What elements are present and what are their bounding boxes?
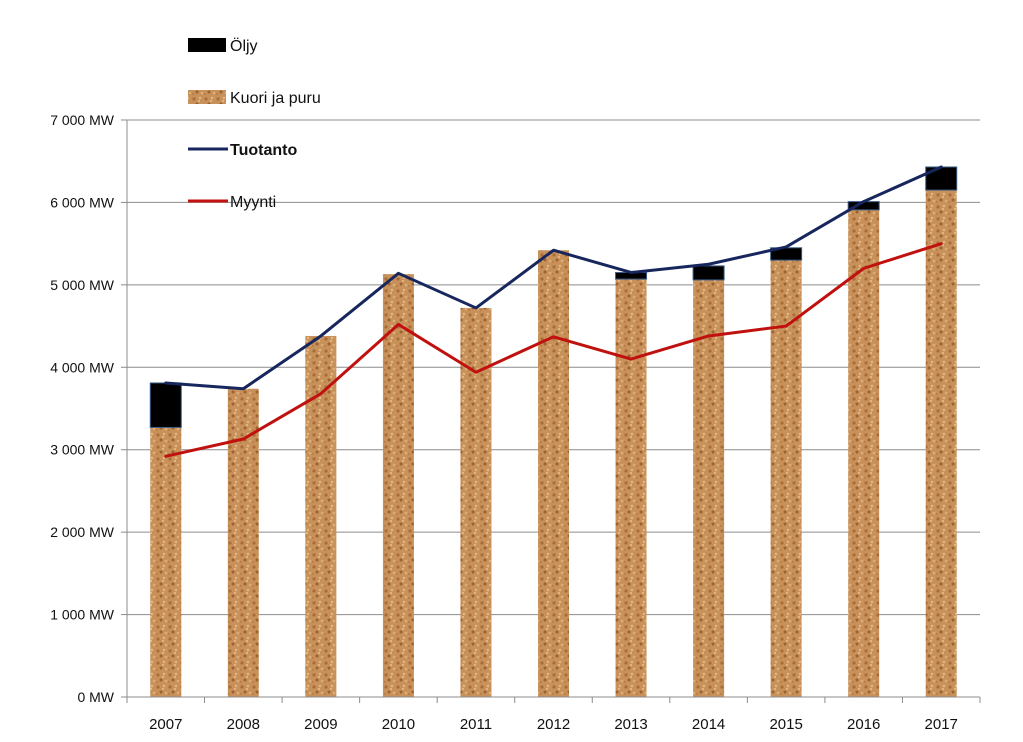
y-tick-label: 1 000 MW [50, 607, 115, 623]
bar-kuori-ja-puru-2009 [305, 335, 337, 697]
bar-kuori-ja-puru-2017 [925, 190, 957, 698]
bar-kuori-ja-puru-2013 [615, 279, 647, 697]
legend-swatch [188, 38, 226, 52]
line-series-myynti [164, 242, 943, 458]
x-category-label: 2012 [537, 716, 570, 733]
y-axis-tick-labels: 0 MW 1 000 MW 2 000 MW 3 000 MW 4 000 MW 5 00… [50, 112, 115, 705]
x-category-label: 2010 [382, 716, 415, 733]
bar-kuori-ja-puru-2016 [848, 209, 880, 697]
x-category-label: 2015 [769, 716, 802, 733]
x-axis-category-labels: 2007 2008 2009 2010 2011 2012 2013 2014 2015 2016… [149, 716, 958, 733]
y-tick-label: 3 000 MW [50, 442, 115, 458]
y-tick-label: 4 000 MW [50, 359, 115, 375]
y-tick-label: 6 000 MW [50, 194, 115, 210]
x-category-label: 2008 [227, 716, 260, 733]
bar-kuori-ja-puru-2008 [227, 388, 259, 697]
x-category-label: 2016 [847, 716, 880, 733]
bar-series [149, 166, 958, 698]
legend: Öljy Kuori ja puru Tuotanto Myynti [188, 37, 321, 211]
bar--ljy-2014 [692, 265, 725, 281]
x-category-label: 2011 [460, 716, 492, 733]
line-series-tuotanto [164, 165, 943, 391]
x-category-label: 2017 [925, 716, 958, 733]
line-series [164, 165, 943, 458]
x-category-label: 2014 [692, 716, 725, 733]
y-tick-label: 7 000 MW [50, 112, 115, 128]
legend-label: Myynti [230, 194, 276, 211]
x-category-label: 2007 [149, 716, 182, 733]
bar-kuori-ja-puru-2010 [382, 274, 414, 697]
x-category-label: 2013 [614, 716, 647, 733]
x-category-label: 2009 [304, 716, 337, 733]
bar-kuori-ja-puru-2014 [693, 279, 725, 697]
legend-swatch [188, 90, 226, 104]
bar-kuori-ja-puru-2015 [770, 260, 802, 697]
y-tick-label: 2 000 MW [50, 524, 115, 540]
y-tick-label: 5 000 MW [50, 277, 115, 293]
legend-label: Tuotanto [230, 142, 297, 159]
bar-kuori-ja-puru-2007 [150, 427, 182, 697]
y-tick-label: 0 MW [77, 689, 114, 705]
axes [121, 119, 981, 703]
legend-label: Kuori ja puru [230, 90, 321, 107]
legend-label: Öljy [230, 37, 258, 55]
bar--ljy-2007 [149, 382, 182, 428]
bar-kuori-ja-puru-2012 [538, 250, 569, 698]
